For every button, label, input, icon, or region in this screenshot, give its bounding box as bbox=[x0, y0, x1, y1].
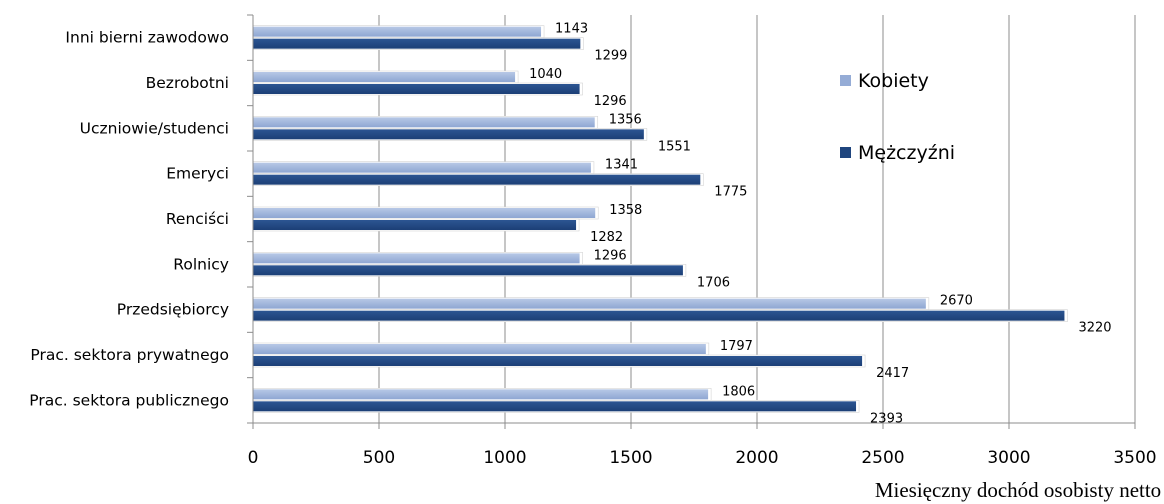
category-label-rencisci: Renciści bbox=[166, 210, 229, 228]
category-label-rolnicy: Rolnicy bbox=[173, 255, 229, 273]
data-label-kobiety-prac-sektora-publicznego: 1806 bbox=[722, 384, 755, 399]
x-tick-label: 1000 bbox=[483, 448, 526, 468]
data-label-mezczyzni-emeryci: 1775 bbox=[714, 185, 747, 200]
bar-kobiety-rolnicy bbox=[253, 253, 580, 264]
bar-kobiety-prac-sektora-publicznego bbox=[253, 389, 709, 400]
bar-kobiety-prac-sektora-prywatnego bbox=[253, 344, 706, 354]
bar-kobiety-uczniowie-studenci bbox=[253, 117, 595, 128]
data-label-kobiety-przedsiebiorcy: 2670 bbox=[940, 294, 973, 309]
category-label-uczniowie-studenci: Uczniowie/studenci bbox=[80, 119, 229, 137]
bar-mezczyzni-uczniowie-studenci bbox=[253, 129, 644, 140]
x-tick-label: 3000 bbox=[987, 448, 1030, 468]
category-label-inni-bierni-zawodowo: Inni bierni zawodowo bbox=[65, 29, 229, 47]
data-label-mezczyzni-uczniowie-studenci: 1551 bbox=[658, 139, 691, 154]
data-label-mezczyzni-rolnicy: 1706 bbox=[697, 275, 730, 290]
x-tick-label: 500 bbox=[363, 448, 395, 468]
bar-mezczyzni-bezrobotni bbox=[253, 84, 580, 94]
x-axis-title: Miesięczny dochód osobisty netto bbox=[875, 478, 1161, 502]
legend-swatch-kobiety bbox=[840, 75, 851, 86]
bar-mezczyzni-inni-bierni-zawodowo bbox=[253, 38, 581, 49]
x-tick-label: 2000 bbox=[735, 448, 778, 468]
bar-kobiety-inni-bierni-zawodowo bbox=[253, 26, 542, 37]
bar-kobiety-przedsiebiorcy bbox=[253, 298, 926, 309]
data-label-mezczyzni-bezrobotni: 1296 bbox=[594, 94, 627, 109]
category-label-przedsiebiorcy: Przedsiębiorcy bbox=[117, 301, 229, 319]
data-label-kobiety-emeryci: 1341 bbox=[605, 158, 638, 173]
category-label-bezrobotni: Bezrobotni bbox=[146, 74, 229, 92]
data-label-kobiety-rolnicy: 1296 bbox=[594, 248, 627, 263]
legend: Kobiety Mężczyźni bbox=[840, 70, 955, 164]
bar-kobiety-rencisci bbox=[253, 208, 596, 218]
data-label-mezczyzni-rencisci: 1282 bbox=[590, 230, 623, 245]
data-label-mezczyzni-przedsiebiorcy: 3220 bbox=[1078, 321, 1111, 336]
bars bbox=[252, 25, 1068, 413]
bar-mezczyzni-prac-sektora-publicznego bbox=[253, 401, 857, 412]
data-label-mezczyzni-prac-sektora-prywatnego: 2417 bbox=[876, 366, 909, 381]
data-label-kobiety-prac-sektora-prywatnego: 1797 bbox=[720, 339, 753, 354]
axes bbox=[247, 14, 1136, 429]
legend-label-mezczyzni: Mężczyźni bbox=[858, 142, 955, 164]
x-tick-label: 1500 bbox=[609, 448, 652, 468]
data-label-kobiety-inni-bierni-zawodowo: 1143 bbox=[555, 22, 588, 37]
x-tick-label: 2500 bbox=[861, 448, 904, 468]
x-tick-label: 3500 bbox=[1113, 448, 1156, 468]
bar-mezczyzni-rolnicy bbox=[253, 265, 683, 276]
category-label-emeryci: Emeryci bbox=[166, 165, 229, 183]
bar-mezczyzni-prac-sektora-prywatnego bbox=[253, 356, 863, 366]
category-label-prac-sektora-prywatnego: Prac. sektora prywatnego bbox=[30, 346, 229, 364]
bar-kobiety-bezrobotni bbox=[253, 72, 516, 82]
bar-mezczyzni-przedsiebiorcy bbox=[253, 310, 1065, 321]
data-label-mezczyzni-prac-sektora-publicznego: 2393 bbox=[870, 411, 903, 426]
bar-mezczyzni-rencisci bbox=[253, 220, 577, 230]
bar-mezczyzni-emeryci bbox=[253, 174, 701, 185]
labels: 0 500 1000 1500 2000 2500 3000 3500 Inni bierni … bbox=[29, 22, 1156, 468]
legend-swatch-mezczyzni bbox=[840, 147, 851, 158]
data-label-kobiety-rencisci: 1358 bbox=[609, 203, 642, 218]
data-label-kobiety-bezrobotni: 1040 bbox=[529, 67, 562, 82]
category-label-prac-sektora-publicznego: Prac. sektora publicznego bbox=[29, 391, 229, 409]
x-tick-label: 0 bbox=[248, 448, 259, 468]
data-label-kobiety-uczniowie-studenci: 1356 bbox=[609, 112, 642, 127]
legend-label-kobiety: Kobiety bbox=[858, 70, 929, 92]
data-label-mezczyzni-inni-bierni-zawodowo: 1299 bbox=[594, 49, 627, 64]
bar-kobiety-emeryci bbox=[253, 162, 591, 173]
